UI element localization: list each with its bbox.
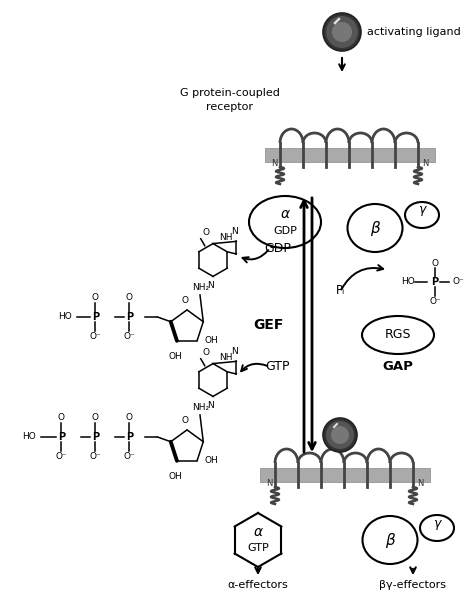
Text: P: P	[126, 432, 133, 442]
Circle shape	[323, 13, 361, 51]
Text: activating ligand: activating ligand	[367, 27, 461, 37]
Circle shape	[332, 22, 352, 42]
Bar	[265, 148, 435, 162]
Text: Pᵢ: Pᵢ	[336, 284, 345, 297]
Text: O: O	[92, 414, 99, 423]
Text: NH: NH	[219, 353, 233, 362]
Text: GTP: GTP	[247, 543, 269, 553]
Bar	[260, 468, 430, 482]
Text: N: N	[271, 160, 277, 168]
Text: N: N	[207, 281, 214, 290]
Text: GAP: GAP	[383, 361, 413, 374]
Text: N: N	[207, 401, 214, 410]
Text: HO: HO	[22, 433, 36, 441]
Text: RGS: RGS	[385, 329, 411, 342]
Text: N: N	[417, 479, 423, 489]
Text: HO: HO	[401, 278, 415, 287]
Text: O: O	[126, 414, 133, 423]
Text: O: O	[126, 294, 133, 303]
Text: NH₂: NH₂	[192, 403, 209, 412]
Circle shape	[326, 16, 358, 48]
Ellipse shape	[362, 316, 434, 354]
Text: P: P	[92, 312, 99, 322]
Text: GEF: GEF	[253, 318, 283, 332]
Text: α: α	[281, 207, 290, 221]
Text: HO: HO	[58, 313, 72, 322]
Text: G protein-coupled
receptor: G protein-coupled receptor	[180, 89, 280, 112]
Text: OH: OH	[205, 336, 219, 345]
Text: γ: γ	[433, 517, 441, 530]
Text: N: N	[231, 228, 238, 236]
Text: P: P	[431, 277, 438, 287]
Text: GDP: GDP	[273, 226, 297, 236]
Ellipse shape	[420, 515, 454, 541]
Text: γ: γ	[419, 203, 426, 216]
Ellipse shape	[347, 204, 402, 252]
Text: P: P	[58, 432, 65, 442]
Text: OH: OH	[168, 472, 182, 481]
Text: α-effectors: α-effectors	[228, 580, 288, 590]
Text: β: β	[385, 532, 395, 547]
Text: O⁻: O⁻	[90, 453, 101, 462]
Text: NH₂: NH₂	[192, 283, 209, 292]
Text: NH: NH	[219, 232, 233, 242]
Text: P: P	[92, 432, 99, 442]
Text: N: N	[231, 348, 238, 356]
Text: O: O	[431, 258, 438, 268]
Ellipse shape	[405, 202, 439, 228]
Text: O: O	[202, 228, 210, 237]
Text: OH: OH	[168, 352, 182, 361]
Text: O: O	[202, 348, 210, 357]
Text: GDP: GDP	[264, 242, 292, 255]
Text: α: α	[254, 525, 263, 539]
Text: O⁻: O⁻	[90, 333, 101, 342]
Text: O⁻: O⁻	[124, 333, 135, 342]
Text: O⁻: O⁻	[429, 297, 441, 307]
Text: P: P	[126, 312, 133, 322]
Text: O⁻: O⁻	[55, 453, 67, 462]
Ellipse shape	[363, 516, 418, 564]
Text: βγ-effectors: βγ-effectors	[380, 580, 447, 590]
Text: OH: OH	[205, 456, 219, 465]
Text: GTP: GTP	[266, 361, 290, 374]
Ellipse shape	[249, 196, 321, 248]
Text: β: β	[370, 220, 380, 235]
Text: O: O	[92, 294, 99, 303]
Circle shape	[323, 418, 357, 452]
Text: O: O	[182, 296, 189, 305]
Text: O: O	[58, 414, 65, 423]
Circle shape	[331, 426, 349, 444]
Text: O: O	[182, 416, 189, 425]
Text: N: N	[422, 160, 428, 168]
Circle shape	[326, 421, 354, 449]
Text: O⁻: O⁻	[124, 453, 135, 462]
Text: O⁻: O⁻	[453, 278, 465, 287]
Text: N: N	[266, 479, 272, 489]
